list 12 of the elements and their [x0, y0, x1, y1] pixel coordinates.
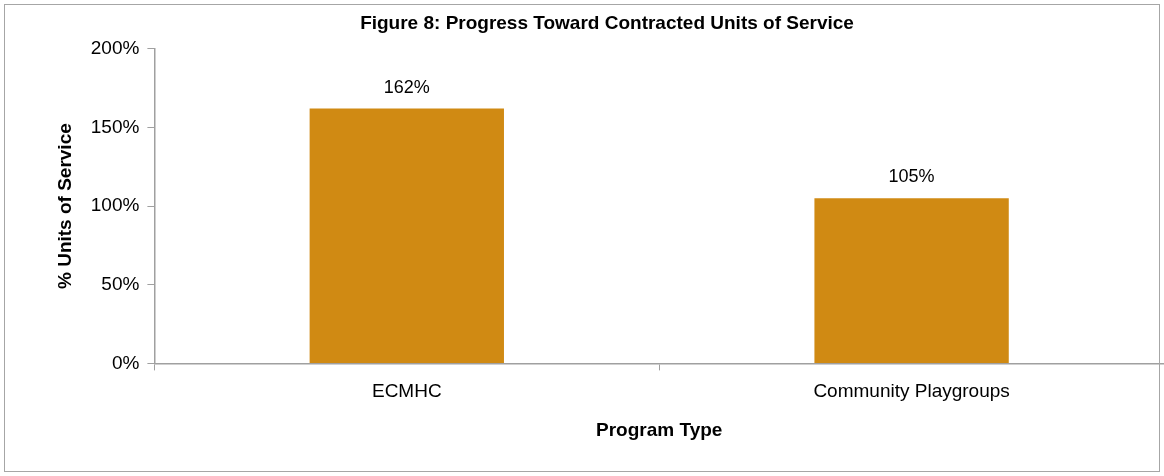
data-label: 162% [383, 76, 430, 97]
x-tick-label: ECMHC [371, 380, 442, 402]
x-axis-title: Program Type [596, 418, 723, 440]
y-tick-label: 150% [90, 115, 140, 137]
y-tick-label: 100% [90, 194, 140, 216]
y-tick-label: 0% [111, 351, 140, 373]
y-tick-label: 50% [101, 272, 140, 294]
chart-title: Figure 8: Progress Toward Contracted Units of Service [360, 11, 854, 33]
data-label: 105% [888, 166, 935, 187]
y-axis-title: % Units of Service [53, 123, 75, 289]
y-tick-label: 200% [90, 37, 140, 59]
x-tick-label: Community Playgroups [813, 380, 1010, 402]
